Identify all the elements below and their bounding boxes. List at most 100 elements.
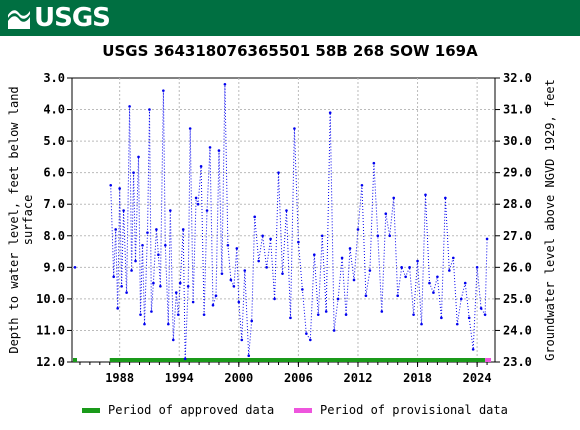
y-tick-label-left: 10.0	[36, 292, 65, 306]
data-point	[196, 202, 200, 206]
data-point	[312, 253, 316, 257]
data-point	[380, 310, 384, 313]
data-point	[211, 303, 215, 307]
data-point	[223, 83, 227, 86]
data-point	[384, 212, 388, 215]
data-point	[257, 259, 260, 263]
data-point	[118, 187, 121, 190]
data-point	[376, 234, 380, 238]
data-point	[125, 291, 128, 294]
data-point	[289, 316, 292, 320]
data-point	[155, 228, 158, 231]
approved-swatch	[82, 407, 100, 413]
data-point	[273, 297, 276, 301]
data-point	[475, 266, 479, 269]
data-point	[265, 266, 268, 269]
data-point	[150, 310, 153, 313]
data-point	[178, 281, 182, 285]
y-tick-label-left: 4.0	[43, 103, 65, 117]
x-tick-label: 1994	[165, 371, 194, 385]
y-tick-label-left: 12.0	[36, 355, 65, 369]
data-point	[169, 209, 172, 212]
data-point	[235, 247, 239, 250]
data-point	[181, 228, 185, 231]
data-point	[148, 108, 151, 111]
y-tick-label-left: 5.0	[43, 134, 65, 148]
provisional-swatch	[294, 407, 312, 413]
data-point	[220, 272, 224, 275]
data-point	[324, 310, 328, 313]
data-point	[205, 209, 209, 212]
data-point	[328, 111, 332, 115]
data-point	[194, 196, 198, 200]
y-tick-label-right: 27.0	[503, 229, 532, 243]
data-point	[459, 297, 463, 301]
y-tick-label-right: 28.0	[503, 197, 532, 211]
data-point	[167, 322, 170, 326]
y-tick-label-right: 32.0	[503, 71, 532, 85]
y-tick-label-right: 23.0	[503, 355, 532, 369]
data-point	[186, 284, 190, 288]
data-point	[114, 228, 117, 231]
usgs-wave-icon	[8, 10, 30, 29]
data-point	[202, 313, 206, 316]
usgs-wordmark: USGS	[34, 3, 111, 33]
data-point	[332, 329, 336, 332]
y-tick-label-left: 6.0	[43, 166, 65, 180]
data-point	[174, 291, 178, 294]
data-point	[171, 338, 175, 342]
data-point	[250, 319, 254, 323]
data-point	[120, 284, 123, 288]
data-point	[281, 272, 284, 275]
x-tick-label: 2000	[224, 371, 253, 385]
x-tick-label: 1988	[105, 371, 134, 385]
data-point	[122, 209, 125, 212]
data-point	[214, 294, 218, 298]
y-tick-label-right: 29.0	[503, 166, 532, 180]
data-point	[164, 243, 167, 247]
data-point	[467, 316, 471, 320]
data-point	[408, 266, 411, 269]
data-point	[269, 237, 272, 241]
data-point	[348, 247, 352, 250]
data-point	[277, 171, 280, 174]
data-point	[388, 234, 392, 238]
provisional-period-bar	[485, 358, 492, 362]
data-point	[392, 196, 396, 200]
data-point	[436, 275, 439, 279]
data-point	[199, 165, 203, 168]
data-point	[448, 269, 451, 272]
data-point	[73, 266, 77, 269]
series-line	[110, 84, 488, 359]
data-point	[285, 209, 288, 212]
data-point	[109, 183, 113, 187]
y-tick-label-right: 30.0	[503, 134, 532, 148]
y-tick-label-left: 8.0	[43, 229, 65, 243]
data-point	[340, 256, 344, 260]
data-point	[232, 284, 236, 288]
data-point	[208, 146, 212, 149]
data-point	[146, 231, 149, 234]
data-point	[440, 316, 443, 320]
data-point	[432, 291, 435, 294]
plot-area	[71, 77, 496, 363]
data-point	[137, 155, 140, 159]
data-point	[112, 275, 116, 279]
data-point	[356, 228, 360, 231]
usgs-header-bar: USGS	[0, 0, 580, 36]
usgs-logo[interactable]: USGS	[6, 3, 111, 33]
data-point	[134, 259, 137, 263]
data-point	[479, 307, 483, 310]
data-point	[396, 294, 399, 298]
data-point	[360, 183, 364, 187]
data-point	[455, 322, 459, 326]
data-point	[485, 237, 489, 241]
data-point	[139, 313, 142, 316]
data-point	[240, 338, 244, 342]
data-point	[152, 281, 155, 285]
x-tick-label: 2018	[403, 371, 432, 385]
y-axis-title-left: Depth to water level, feet below landsur…	[7, 86, 35, 353]
data-point	[293, 127, 296, 130]
data-point	[412, 313, 415, 316]
